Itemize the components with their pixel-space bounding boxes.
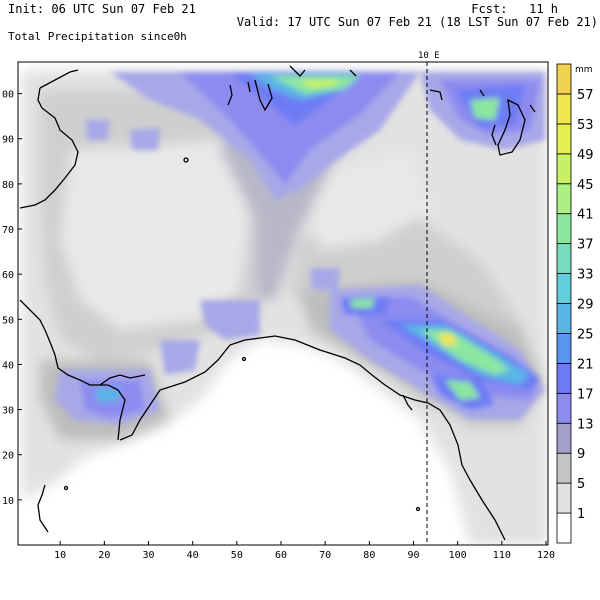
y-tick-label: 70 <box>2 225 14 236</box>
x-tick-label: 120 <box>537 550 555 561</box>
colorbar-unit: mm <box>575 65 593 75</box>
colorbar-label: 49 <box>577 148 594 163</box>
y-tick-label: 10 <box>2 496 14 507</box>
plot-frame <box>17 61 549 546</box>
colorbar-label: 45 <box>577 178 594 193</box>
meridian-label: 10 E <box>418 51 440 61</box>
colorbar-swatch <box>556 213 572 245</box>
precipitation-field <box>18 62 548 545</box>
x-tick-label: 60 <box>275 550 287 561</box>
y-tick-label: 50 <box>2 315 14 326</box>
y-tick-label: 30 <box>2 406 14 417</box>
variable-label: Total Precipitation since0h <box>8 30 187 43</box>
colorbar-swatch <box>556 153 572 185</box>
colorbar-label: 37 <box>577 238 594 253</box>
colorbar-swatch <box>556 93 572 125</box>
forecast-hour-label: Fcst: 11 h <box>471 2 558 16</box>
init-time-label: Init: 06 UTC Sun 07 Feb 21 <box>8 2 196 16</box>
y-tick-label: 40 <box>2 360 14 371</box>
x-tick-label: 90 <box>407 550 419 561</box>
y-tick-label: 00 <box>2 90 14 101</box>
colorbar-swatch <box>556 452 572 484</box>
colorbar-swatch <box>556 243 572 274</box>
colorbar-swatch <box>556 303 572 334</box>
colorbar-label: 9 <box>577 447 585 462</box>
colorbar-swatch <box>556 273 572 304</box>
colorbar-swatch <box>556 333 572 364</box>
colorbar-label: 5 <box>577 477 585 492</box>
colorbar-label: 29 <box>577 298 594 313</box>
y-axis: 00 90 80 70 60 50 40 30 20 10 <box>2 90 22 507</box>
colorbar-label: 13 <box>577 417 594 432</box>
colorbar-swatch <box>556 123 572 155</box>
colorbar-label: 1 <box>577 507 585 522</box>
colorbar-label: 17 <box>577 387 594 402</box>
x-tick-label: 100 <box>449 550 467 561</box>
colorbar-swatch <box>556 392 572 424</box>
x-tick-label: 40 <box>187 550 199 561</box>
colorbar-label: 57 <box>577 88 594 103</box>
colorbar-label: 41 <box>577 208 594 223</box>
colorbar-swatch <box>556 183 572 215</box>
x-tick-label: 10 <box>54 550 66 561</box>
colorbar-label: 25 <box>577 327 594 342</box>
colorbar-swatch <box>556 512 572 544</box>
y-tick-label: 80 <box>2 180 14 191</box>
x-tick-label: 80 <box>363 550 375 561</box>
x-tick-label: 30 <box>142 550 154 561</box>
x-tick-label: 20 <box>98 550 110 561</box>
colorbar-swatch <box>556 482 572 514</box>
colorbar-label: 33 <box>577 268 594 283</box>
x-axis: 10 20 30 40 50 60 70 80 90 100 110 120 <box>54 541 555 561</box>
x-tick-label: 70 <box>319 550 331 561</box>
x-tick-label: 50 <box>231 550 243 561</box>
colorbar-swatch <box>556 422 572 454</box>
colorbar-label: 53 <box>577 118 594 133</box>
y-tick-label: 90 <box>2 135 14 146</box>
x-tick-label: 110 <box>493 550 511 561</box>
colorbar-swatch <box>556 63 572 95</box>
y-tick-label: 60 <box>2 270 14 281</box>
colorbar-label: 21 <box>577 357 594 372</box>
coastline <box>19 65 536 541</box>
valid-time-label: Valid: 17 UTC Sun 07 Feb 21 (18 LST Sun … <box>236 15 598 29</box>
y-tick-label: 20 <box>2 451 14 462</box>
colorbar-swatch <box>556 362 572 394</box>
